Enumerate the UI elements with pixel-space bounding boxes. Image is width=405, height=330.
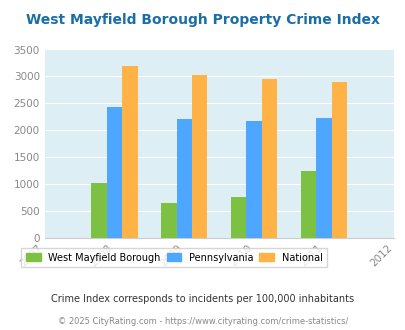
Bar (315, 118, 331, 238)
Text: West Mayfield Borough Property Crime Index: West Mayfield Borough Property Crime Ind… (26, 13, 379, 27)
Text: Crime Index corresponds to incidents per 100,000 inhabitants: Crime Index corresponds to incidents per… (51, 294, 354, 304)
Text: © 2025 CityRating.com - https://www.cityrating.com/crime-statistics/: © 2025 CityRating.com - https://www.city… (58, 317, 347, 326)
Bar (230, 197, 246, 238)
Bar (300, 172, 315, 238)
Bar (91, 183, 107, 238)
Bar (107, 107, 122, 238)
Legend: West Mayfield Borough, Pennsylvania, National: West Mayfield Borough, Pennsylvania, Nat… (21, 248, 326, 267)
Bar (176, 119, 192, 238)
Bar (122, 66, 137, 238)
Bar (261, 79, 277, 238)
Bar (192, 75, 207, 238)
Bar (246, 121, 261, 238)
Bar (331, 82, 346, 238)
Bar (161, 203, 176, 238)
